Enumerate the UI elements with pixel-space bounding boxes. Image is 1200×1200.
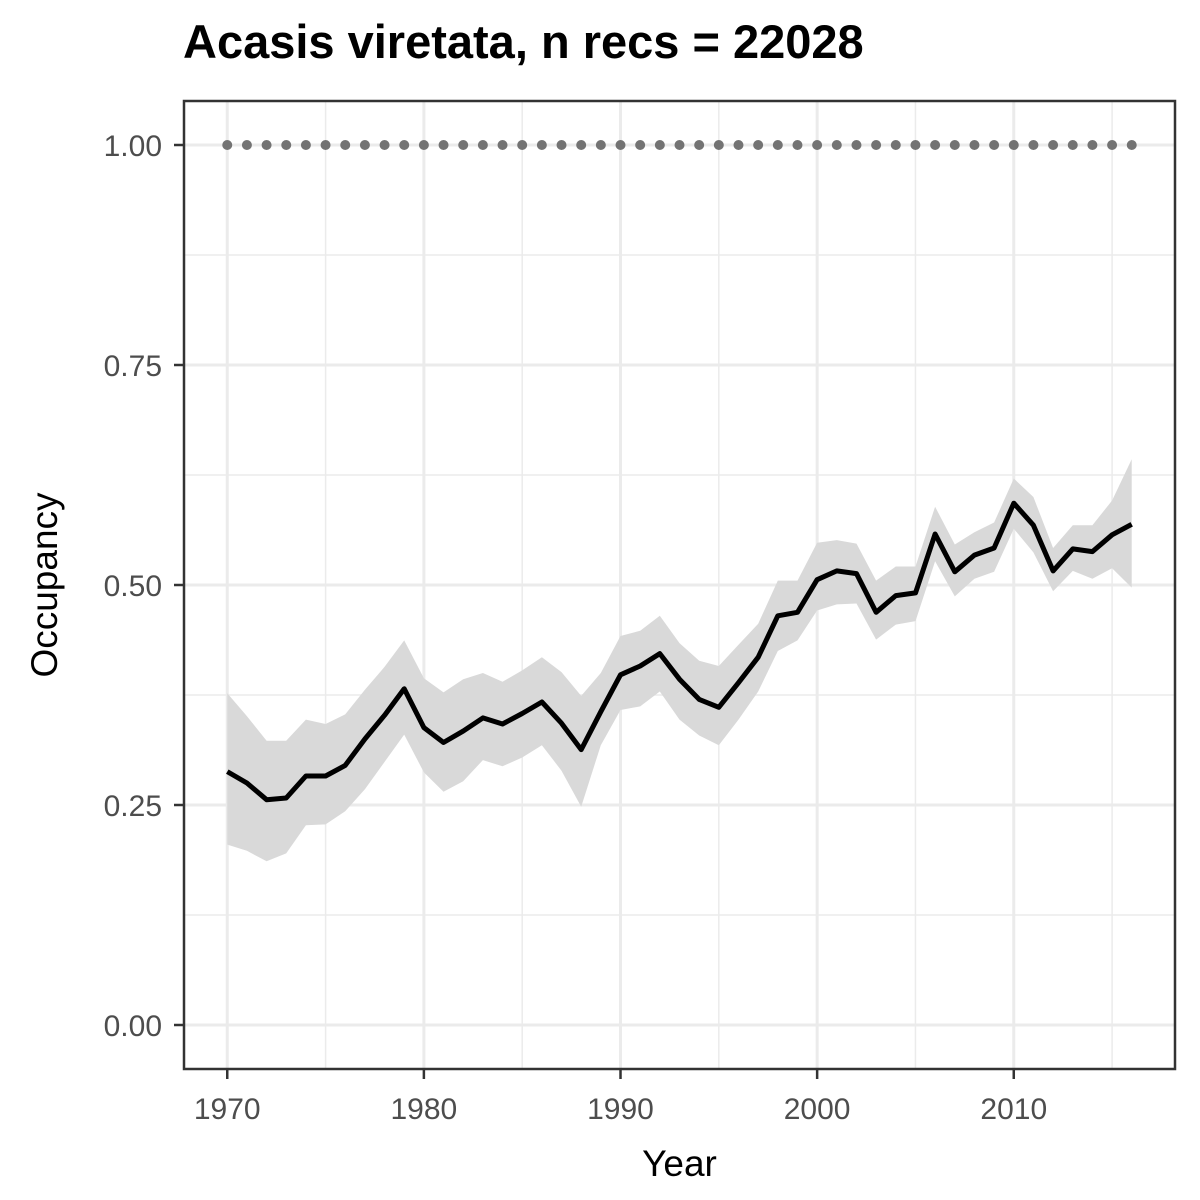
y-tick-label: 0.25 xyxy=(104,790,162,823)
y-tick-label: 0.00 xyxy=(104,1010,162,1043)
reference-point xyxy=(1067,140,1078,150)
reference-point xyxy=(458,140,469,150)
reference-point xyxy=(536,140,547,150)
reference-point xyxy=(910,140,921,150)
reference-point xyxy=(399,140,410,150)
reference-point xyxy=(772,140,783,150)
reference-point xyxy=(340,140,351,150)
confidence-ribbon xyxy=(227,459,1132,862)
reference-point xyxy=(989,140,1000,150)
reference-point xyxy=(969,140,980,150)
reference-point xyxy=(595,140,606,150)
reference-point xyxy=(674,140,685,150)
y-tick-label: 0.75 xyxy=(104,350,162,383)
reference-point xyxy=(261,140,272,150)
reference-point xyxy=(359,140,370,150)
reference-point xyxy=(654,140,665,150)
x-tick-label: 2010 xyxy=(980,1093,1047,1126)
reference-point xyxy=(1028,140,1039,150)
reference-points-layer xyxy=(222,140,1137,150)
reference-point xyxy=(890,140,901,150)
reference-point xyxy=(1126,140,1137,150)
major-gridlines xyxy=(184,101,1175,1069)
reference-point xyxy=(615,140,626,150)
reference-point xyxy=(713,140,724,150)
reference-point xyxy=(930,140,941,150)
reference-point xyxy=(753,140,764,150)
y-tick-label: 1.00 xyxy=(104,130,162,163)
reference-point xyxy=(477,140,488,150)
reference-point xyxy=(733,140,744,150)
reference-point xyxy=(556,140,567,150)
reference-point xyxy=(1087,140,1098,150)
chart-title: Acasis viretata, n recs = 22028 xyxy=(183,15,864,68)
y-axis-title: Occupancy xyxy=(24,492,65,678)
reference-point xyxy=(1107,140,1118,150)
reference-point xyxy=(241,140,252,150)
reference-point xyxy=(576,140,587,150)
reference-point xyxy=(635,140,646,150)
reference-point xyxy=(831,140,842,150)
reference-point xyxy=(222,140,233,150)
reference-point xyxy=(379,140,390,150)
x-tick-label: 2000 xyxy=(784,1093,851,1126)
reference-point xyxy=(1048,140,1059,150)
reference-point xyxy=(281,140,292,150)
reference-point xyxy=(812,140,823,150)
reference-point xyxy=(1008,140,1019,150)
reference-point xyxy=(871,140,882,150)
reference-point xyxy=(497,140,508,150)
occupancy-mean-line xyxy=(226,500,1133,803)
x-tick-label: 1980 xyxy=(391,1093,458,1126)
reference-point xyxy=(418,140,429,150)
reference-point xyxy=(300,140,311,150)
x-axis-ticks: 1970 1980 1990 2000 2010 xyxy=(194,1069,1047,1126)
mean-line-layer xyxy=(226,500,1133,803)
confidence-ribbon-layer xyxy=(227,459,1132,862)
reference-point xyxy=(438,140,449,150)
x-tick-label: 1990 xyxy=(587,1093,654,1126)
reference-point xyxy=(694,140,705,150)
reference-point xyxy=(851,140,862,150)
x-axis-title: Year xyxy=(642,1143,717,1184)
y-tick-label: 0.50 xyxy=(104,570,162,603)
reference-point xyxy=(517,140,528,150)
reference-point xyxy=(949,140,960,150)
x-tick-label: 1970 xyxy=(194,1093,261,1126)
reference-point xyxy=(792,140,803,150)
reference-point xyxy=(320,140,331,150)
y-axis-ticks: 0.00 0.25 0.50 0.75 1.00 xyxy=(104,130,184,1043)
